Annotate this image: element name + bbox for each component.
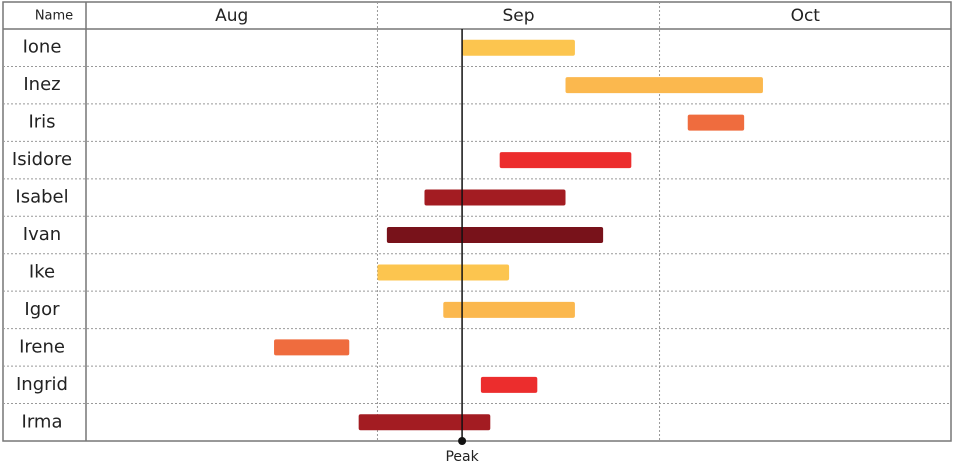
task-bar xyxy=(687,114,745,131)
task-bar xyxy=(424,189,566,206)
task-bar xyxy=(386,227,604,243)
peak-marker xyxy=(458,437,467,445)
task-name: Ingrid xyxy=(16,374,68,395)
frame xyxy=(2,1,952,442)
x-tick-label: Sep xyxy=(502,6,534,26)
task-name: Iris xyxy=(28,112,55,133)
task-name: Isidore xyxy=(12,149,72,170)
task-name: Ione xyxy=(23,37,62,58)
task-bar xyxy=(274,339,350,356)
task-bar xyxy=(480,376,538,393)
task-bar xyxy=(499,152,632,169)
task-bar xyxy=(565,77,763,94)
x-tick-label: Oct xyxy=(791,6,821,26)
task-name: Ivan xyxy=(23,224,61,245)
task-name: Inez xyxy=(23,74,60,95)
task-name: Isabel xyxy=(15,187,68,208)
header-label: Name xyxy=(35,9,73,24)
task-bar xyxy=(462,39,575,56)
task-name: Irma xyxy=(22,411,63,432)
task-bar xyxy=(443,301,575,318)
x-tick-label: Aug xyxy=(215,6,248,26)
task-bar xyxy=(377,264,510,281)
task-name: Igor xyxy=(24,299,60,320)
peak-label: Peak xyxy=(445,449,479,464)
task-bar xyxy=(358,414,491,431)
task-name: Irene xyxy=(19,336,65,357)
task-name: Ike xyxy=(29,261,55,282)
